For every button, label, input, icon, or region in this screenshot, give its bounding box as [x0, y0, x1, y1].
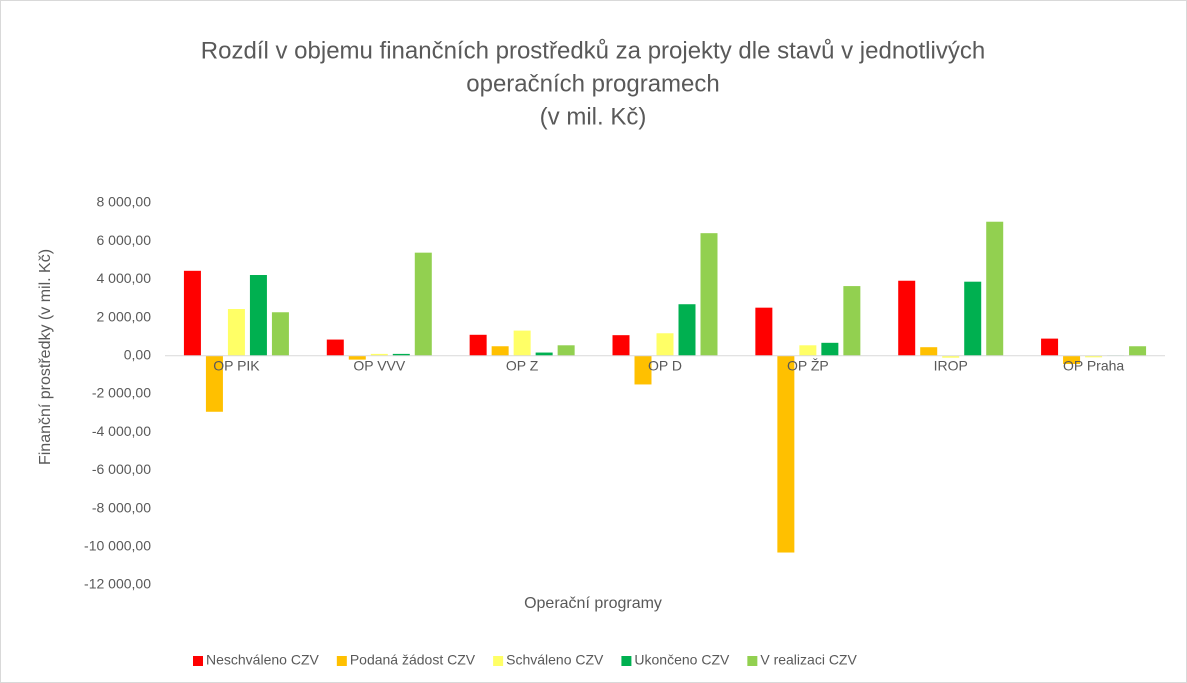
bar — [535, 352, 553, 356]
bar — [700, 233, 718, 356]
legend-label: Schváleno CZV — [506, 652, 604, 668]
y-tick-label: -6 000,00 — [92, 461, 151, 477]
y-tick-label: -4 000,00 — [92, 423, 151, 439]
legend-label: V realizaci CZV — [760, 652, 857, 668]
y-tick-label: 0,00 — [124, 347, 151, 363]
bar — [656, 333, 674, 356]
bar — [414, 252, 432, 356]
x-tick-label: OP ŽP — [787, 358, 829, 374]
legend-swatch — [493, 656, 504, 666]
bar — [843, 286, 861, 356]
x-tick-label: OP Praha — [1063, 358, 1124, 374]
legend-swatch — [336, 656, 347, 666]
y-tick-label: -8 000,00 — [92, 499, 151, 515]
bar — [799, 345, 817, 356]
bar — [1063, 355, 1081, 365]
bar — [469, 334, 487, 356]
y-tick-label: 6 000,00 — [97, 232, 152, 248]
bar — [513, 330, 531, 356]
bar — [777, 355, 795, 553]
bar — [755, 307, 773, 356]
bar — [942, 355, 960, 358]
bar — [1041, 338, 1059, 356]
x-tick-label: OP VVV — [353, 358, 406, 374]
y-tick-label: 2 000,00 — [97, 308, 152, 324]
bar — [392, 353, 410, 356]
legend-label: Neschváleno CZV — [206, 652, 319, 668]
legend-label: Podaná žádost CZV — [350, 652, 476, 668]
bar — [348, 355, 366, 360]
x-tick-label: IROP — [934, 358, 968, 374]
legend-swatch — [621, 656, 632, 666]
bar — [964, 281, 982, 356]
chart-title: Rozdíl v objemu finančních prostředků za… — [201, 37, 985, 64]
legend-swatch — [193, 656, 203, 666]
x-tick-label: OP D — [648, 358, 682, 374]
bar — [1085, 355, 1103, 358]
bar — [1129, 346, 1147, 356]
bar — [249, 275, 267, 356]
x-tick-label: OP Z — [506, 358, 539, 374]
legend-label: Ukončeno CZV — [634, 652, 730, 668]
y-axis-title: Finanční prostředky (v mil. Kč) — [37, 249, 54, 465]
chart-title: operačních programech — [466, 70, 719, 97]
x-axis-title: Operační programy — [524, 595, 662, 612]
bar — [370, 353, 388, 356]
bar — [227, 309, 245, 356]
bar — [271, 312, 289, 356]
bar — [326, 339, 344, 356]
x-tick-label: OP PIK — [213, 358, 260, 374]
y-tick-label: -10 000,00 — [84, 538, 151, 554]
y-tick-label: 4 000,00 — [97, 270, 152, 286]
bar — [634, 355, 652, 385]
bar — [678, 304, 696, 356]
bar — [557, 345, 575, 356]
bar — [898, 280, 916, 356]
legend-swatch — [747, 656, 758, 666]
bar — [986, 221, 1004, 356]
bar — [612, 335, 630, 356]
bar — [491, 346, 509, 356]
y-tick-label: -2 000,00 — [92, 385, 151, 401]
y-tick-label: 8 000,00 — [97, 194, 152, 210]
chart-title: (v mil. Kč) — [540, 103, 647, 130]
y-tick-label: -12 000,00 — [84, 576, 151, 592]
bar — [205, 355, 223, 412]
bar — [920, 347, 938, 356]
bar — [183, 270, 201, 356]
bar — [821, 342, 839, 356]
